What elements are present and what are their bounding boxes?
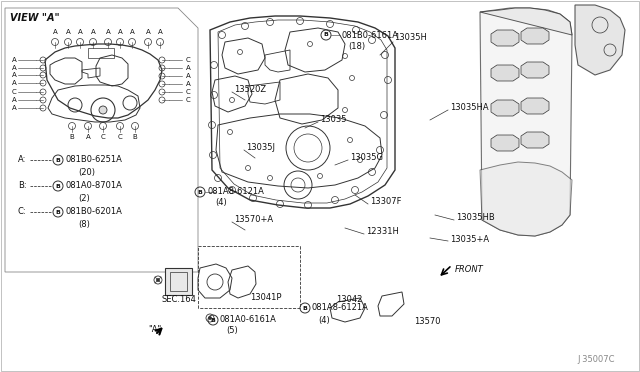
Text: 13520Z: 13520Z [234,86,266,94]
Text: A: A [91,29,95,35]
Text: 13307F: 13307F [370,198,401,206]
Text: 081B0-6161A: 081B0-6161A [342,31,399,39]
Polygon shape [521,98,549,114]
Text: J 35007C: J 35007C [577,356,615,365]
Polygon shape [491,65,519,81]
Text: 13035J: 13035J [246,144,275,153]
Bar [88,48,114,58]
Text: FRONT: FRONT [455,266,484,275]
Text: A: A [130,29,134,35]
Text: A: A [12,97,17,103]
Text: C: C [118,134,122,140]
Circle shape [157,279,159,282]
Text: A: A [12,65,17,71]
Text: A: A [157,29,163,35]
Text: A:: A: [18,155,26,164]
Text: 13570: 13570 [414,317,440,327]
Text: B: B [198,189,202,195]
Text: 12331H: 12331H [366,228,399,237]
Text: C: C [100,134,106,140]
Text: C: C [186,97,191,103]
Text: 13570+A: 13570+A [234,215,273,224]
Text: A: A [12,80,17,86]
Text: "A": "A" [148,326,161,334]
Text: A: A [118,29,122,35]
Text: 13035HB: 13035HB [456,214,495,222]
Text: B: B [56,209,60,215]
Circle shape [209,317,211,320]
Text: 081A0-8701A: 081A0-8701A [65,182,122,190]
Text: SEC.164: SEC.164 [162,295,197,305]
Text: B: B [132,134,138,140]
Polygon shape [480,8,572,236]
Text: (20): (20) [78,167,95,176]
Text: 13035G: 13035G [350,154,383,163]
Polygon shape [480,8,572,35]
Text: B: B [56,183,60,189]
Polygon shape [521,62,549,78]
Text: VIEW "A": VIEW "A" [10,13,60,23]
Polygon shape [165,268,192,295]
Text: C: C [186,89,191,95]
Text: 081A8-6121A: 081A8-6121A [312,304,369,312]
Text: 13035: 13035 [320,115,346,125]
Text: A: A [12,57,17,63]
Text: A: A [106,29,110,35]
Text: A: A [186,81,191,87]
Text: 081A0-6161A: 081A0-6161A [220,315,277,324]
Text: 13035HA: 13035HA [450,103,488,112]
Text: A: A [77,29,83,35]
Text: B: B [324,32,328,38]
Text: A: A [186,73,191,79]
Text: 081A8-6121A: 081A8-6121A [207,187,264,196]
Text: 081B0-6251A: 081B0-6251A [65,155,122,164]
Polygon shape [491,100,519,116]
Text: B:: B: [18,182,27,190]
Text: B: B [70,134,74,140]
Text: A: A [66,29,70,35]
Circle shape [99,106,107,114]
Text: 13035+A: 13035+A [450,235,489,244]
Text: A: A [52,29,58,35]
Polygon shape [575,5,625,75]
Polygon shape [521,132,549,148]
Text: C: C [186,57,191,63]
Text: (18): (18) [348,42,365,51]
Text: 081B0-6201A: 081B0-6201A [65,208,122,217]
Text: 13042: 13042 [336,295,362,305]
Text: 13041P: 13041P [250,294,282,302]
Text: A: A [186,65,191,71]
Polygon shape [521,28,549,44]
Text: C:: C: [18,208,27,217]
Text: A: A [146,29,150,35]
Text: B: B [211,317,216,323]
Text: (5): (5) [226,327,237,336]
Text: A: A [12,72,17,78]
Text: (2): (2) [78,193,90,202]
Text: A: A [86,134,90,140]
Text: (8): (8) [78,219,90,228]
Text: C: C [12,89,17,95]
Text: (4): (4) [318,315,330,324]
Text: (4): (4) [215,199,227,208]
Polygon shape [491,30,519,46]
Polygon shape [480,162,572,236]
Text: B: B [303,305,307,311]
Text: B: B [56,157,60,163]
Text: A: A [12,105,17,111]
Polygon shape [491,135,519,151]
Text: 13035H: 13035H [394,33,427,42]
